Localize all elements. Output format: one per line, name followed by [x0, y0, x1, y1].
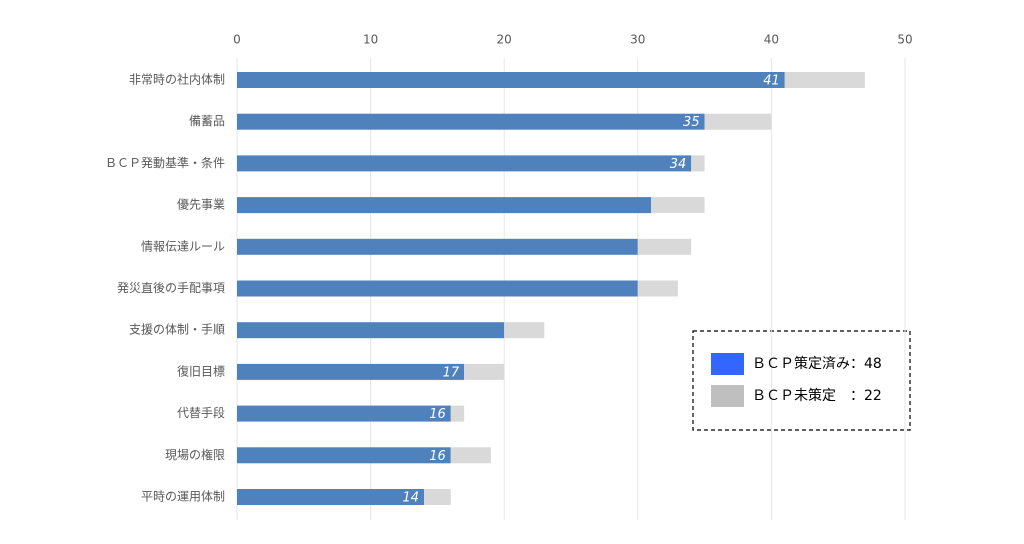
bar-segment: [704, 113, 772, 130]
y-tick-label: 発災直後の手配事項: [117, 281, 225, 295]
legend-box: [692, 330, 911, 431]
bar-segment: [464, 363, 505, 380]
data-label: 34: [670, 157, 687, 172]
x-tick-label: 0: [233, 33, 241, 47]
bar-segment: [237, 363, 465, 380]
bar-segment: [237, 238, 638, 255]
data-label: 35: [683, 115, 700, 130]
x-tick-label: 40: [764, 33, 779, 47]
bar-segment: [237, 322, 505, 339]
y-tick-label: 代替手段: [177, 405, 225, 420]
bar-segment: [237, 405, 451, 422]
bar-segment: [237, 197, 652, 214]
y-tick-label: 優先事業: [177, 198, 225, 212]
bar-segment: [237, 155, 692, 172]
data-label: 17: [443, 365, 460, 380]
bar-segment: [651, 197, 705, 214]
bar-segment: [424, 489, 451, 505]
y-tick-label: 情報伝達ルール: [141, 239, 225, 253]
bar-segment: [237, 447, 451, 464]
bar-segment: [450, 447, 491, 464]
bar-segment: [237, 489, 425, 505]
y-tick-label: ＢＣＰ発動基準・条件: [105, 155, 225, 170]
bar-segment: [691, 155, 705, 172]
data-label: 41: [763, 74, 780, 89]
y-tick-label: 支援の体制・手順: [129, 323, 225, 337]
bar-segment: [450, 405, 465, 422]
x-tick-label: 30: [630, 33, 645, 47]
data-label: 14: [402, 491, 419, 506]
x-tick-label: 20: [497, 33, 512, 47]
y-tick-label: 復旧目標: [177, 363, 225, 378]
bar-segment: [784, 72, 865, 88]
data-label: 16: [429, 449, 446, 464]
y-tick-label: 非常時の社内体制: [129, 72, 225, 87]
x-tick-label: 50: [897, 33, 912, 47]
x-tick-label: 10: [363, 33, 378, 47]
legend-label: ＢＣＰ未策定 ：22: [752, 387, 882, 404]
y-tick-label: 備蓄品: [189, 113, 225, 128]
y-tick-label: 平時の運用体制: [141, 490, 225, 504]
bar-segment: [237, 113, 705, 130]
y-tick-label: 現場の権限: [165, 447, 225, 462]
legend-swatch: [711, 385, 744, 407]
bar-segment: [237, 72, 785, 88]
bar-segment: [637, 280, 678, 297]
bar-segment: [504, 322, 545, 339]
bar-segment: [637, 238, 692, 255]
data-label: 16: [429, 407, 446, 422]
legend-label: ＢＣＰ策定済み：48: [752, 355, 882, 372]
legend-swatch: [711, 353, 744, 375]
bar-segment: [237, 280, 638, 297]
